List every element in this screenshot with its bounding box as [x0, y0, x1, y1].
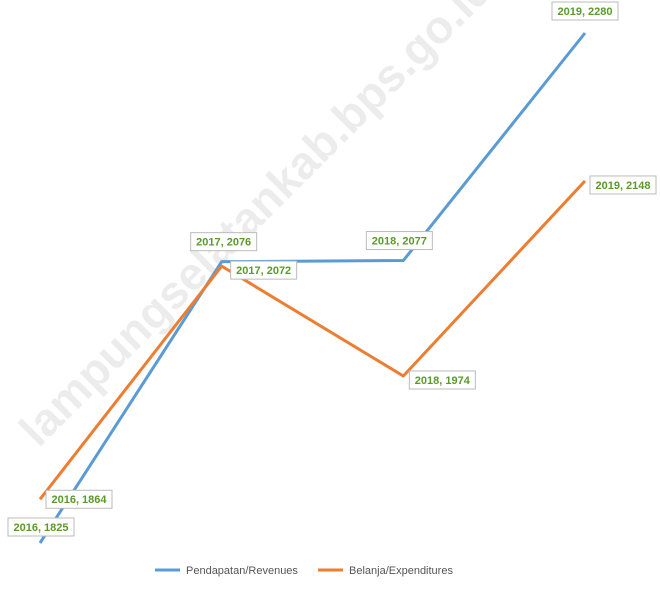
line: [38, 179, 587, 501]
data-label: 2017, 2072: [230, 260, 298, 280]
data-label: 2018, 1974: [408, 370, 476, 390]
label-box: [365, 231, 433, 251]
data-label: 2017, 2076: [190, 232, 258, 252]
line: [38, 32, 587, 544]
label-text: 2018, 2077: [372, 235, 427, 247]
label-box: [7, 517, 75, 537]
label-text: 2017, 2076: [196, 237, 251, 249]
data-label: 2019, 2280: [551, 1, 619, 21]
label-text: 2016, 1864: [51, 494, 107, 506]
legend-label: Belanja/Expenditures: [349, 565, 453, 577]
data-label: 2019, 2148: [589, 175, 657, 195]
label-box: [230, 260, 298, 280]
data-label: 2016, 1825: [7, 517, 75, 537]
label-text: 2016, 1825: [13, 522, 68, 534]
legend-label: Pendapatan/Revenues: [186, 565, 298, 577]
label-box: [408, 370, 476, 390]
label-text: 2018, 1974: [415, 375, 471, 387]
label-box: [190, 232, 258, 252]
label-box: [551, 1, 619, 21]
label-text: 2019, 2148: [595, 180, 650, 192]
data-label: 2018, 2077: [365, 231, 433, 251]
label-text: 2019, 2280: [557, 6, 612, 18]
label-box: [589, 175, 657, 195]
label-box: [45, 489, 113, 509]
data-label: 2016, 1864: [45, 489, 113, 509]
label-text: 2017, 2072: [236, 265, 291, 277]
